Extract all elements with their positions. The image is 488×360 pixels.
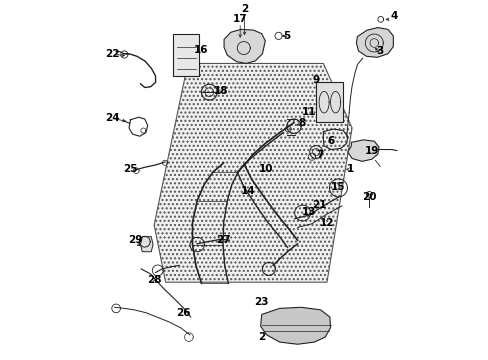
Text: 11: 11 xyxy=(301,107,316,117)
Text: 28: 28 xyxy=(146,275,161,285)
Polygon shape xyxy=(224,30,265,63)
Text: 20: 20 xyxy=(361,192,376,202)
Text: 29: 29 xyxy=(128,235,142,245)
Text: 21: 21 xyxy=(312,200,326,210)
Text: 3: 3 xyxy=(376,46,383,56)
Text: 24: 24 xyxy=(105,113,120,123)
Text: 4: 4 xyxy=(390,11,397,21)
Text: 9: 9 xyxy=(312,75,319,85)
Text: 22: 22 xyxy=(105,49,120,59)
Text: 1: 1 xyxy=(346,164,353,174)
Text: 2: 2 xyxy=(241,4,247,14)
Text: 5: 5 xyxy=(283,31,290,41)
Text: 13: 13 xyxy=(301,207,316,217)
Text: 6: 6 xyxy=(326,136,333,145)
Text: 2: 2 xyxy=(258,332,265,342)
Text: 8: 8 xyxy=(298,118,305,128)
Text: 19: 19 xyxy=(364,146,378,156)
Polygon shape xyxy=(140,237,153,252)
Text: 25: 25 xyxy=(123,163,138,174)
Text: 12: 12 xyxy=(319,218,333,228)
Text: 18: 18 xyxy=(214,86,228,96)
Text: 26: 26 xyxy=(176,309,190,318)
Text: 14: 14 xyxy=(240,186,255,196)
Text: 23: 23 xyxy=(254,297,268,307)
Text: 16: 16 xyxy=(193,45,207,55)
Bar xyxy=(316,82,343,122)
Bar xyxy=(173,34,199,76)
Text: 27: 27 xyxy=(215,235,230,245)
Polygon shape xyxy=(347,140,378,161)
Text: 17: 17 xyxy=(232,14,247,24)
Text: 7: 7 xyxy=(315,150,323,160)
Text: 10: 10 xyxy=(258,164,273,174)
Polygon shape xyxy=(356,28,392,57)
Text: 15: 15 xyxy=(330,182,344,192)
Polygon shape xyxy=(260,307,330,344)
Polygon shape xyxy=(154,63,351,282)
